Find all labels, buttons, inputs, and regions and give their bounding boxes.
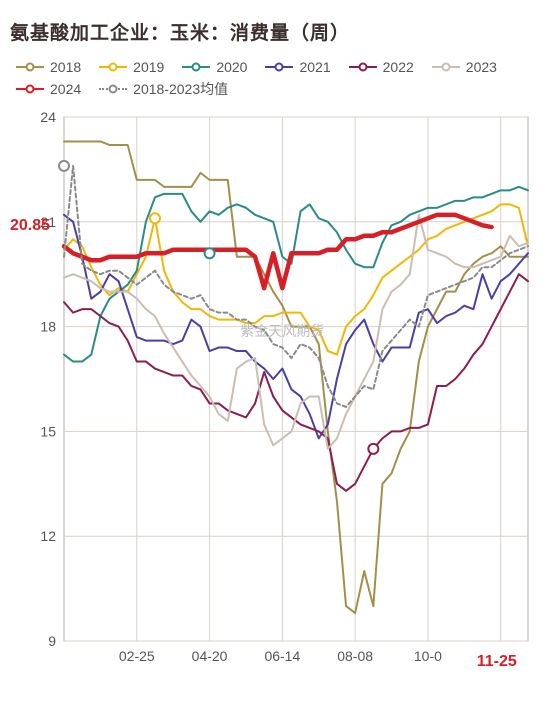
svg-text:02-25: 02-25 xyxy=(119,648,155,664)
legend-swatch xyxy=(99,60,127,74)
svg-text:9: 9 xyxy=(48,633,56,649)
svg-text:15: 15 xyxy=(40,423,56,439)
legend-swatch xyxy=(349,60,377,74)
legend-swatch xyxy=(16,60,44,74)
legend-label: 2024 xyxy=(50,81,81,97)
chart-svg: 9121518212402-2504-2006-1408-0810-0 xyxy=(10,109,540,669)
legend-item: 2022 xyxy=(349,59,414,75)
legend-swatch xyxy=(182,60,210,74)
svg-text:04-20: 04-20 xyxy=(192,648,228,664)
svg-text:12: 12 xyxy=(40,528,56,544)
svg-text:10-0: 10-0 xyxy=(414,648,442,664)
legend-item: 2018-2023均值 xyxy=(99,79,228,99)
y-highlight-label: 20.85 xyxy=(10,217,50,235)
chart-container: 氨基酸加工企业：玉米：消费量（周） 2018201920202021202220… xyxy=(0,0,550,701)
legend-label: 2020 xyxy=(216,59,247,75)
legend-swatch xyxy=(265,60,293,74)
legend-item: 2023 xyxy=(432,59,497,75)
legend-item: 2020 xyxy=(182,59,247,75)
legend-label: 2018-2023均值 xyxy=(133,79,228,99)
svg-text:18: 18 xyxy=(40,319,56,335)
x-highlight-label: 11-25 xyxy=(477,653,517,671)
legend-label: 2018 xyxy=(50,59,81,75)
legend-swatch xyxy=(432,60,460,74)
legend-label: 2023 xyxy=(466,59,497,75)
chart-area: 9121518212402-2504-2006-1408-0810-0 20.8… xyxy=(10,109,540,669)
legend-item: 2018 xyxy=(16,59,81,75)
legend-item: 2024 xyxy=(16,79,81,99)
legend-label: 2021 xyxy=(299,59,330,75)
legend-label: 2019 xyxy=(133,59,164,75)
legend-label: 2022 xyxy=(383,59,414,75)
chart-title: 氨基酸加工企业：玉米：消费量（周） xyxy=(10,18,540,45)
legend-swatch xyxy=(16,82,44,96)
svg-text:06-14: 06-14 xyxy=(264,648,300,664)
legend: 2018 2019 2020 2021 2022 2023 2024 2018-2023均值 xyxy=(10,59,540,99)
legend-item: 2019 xyxy=(99,59,164,75)
legend-swatch xyxy=(99,82,127,96)
svg-text:24: 24 xyxy=(40,109,56,125)
legend-item: 2021 xyxy=(265,59,330,75)
svg-text:08-08: 08-08 xyxy=(337,648,373,664)
